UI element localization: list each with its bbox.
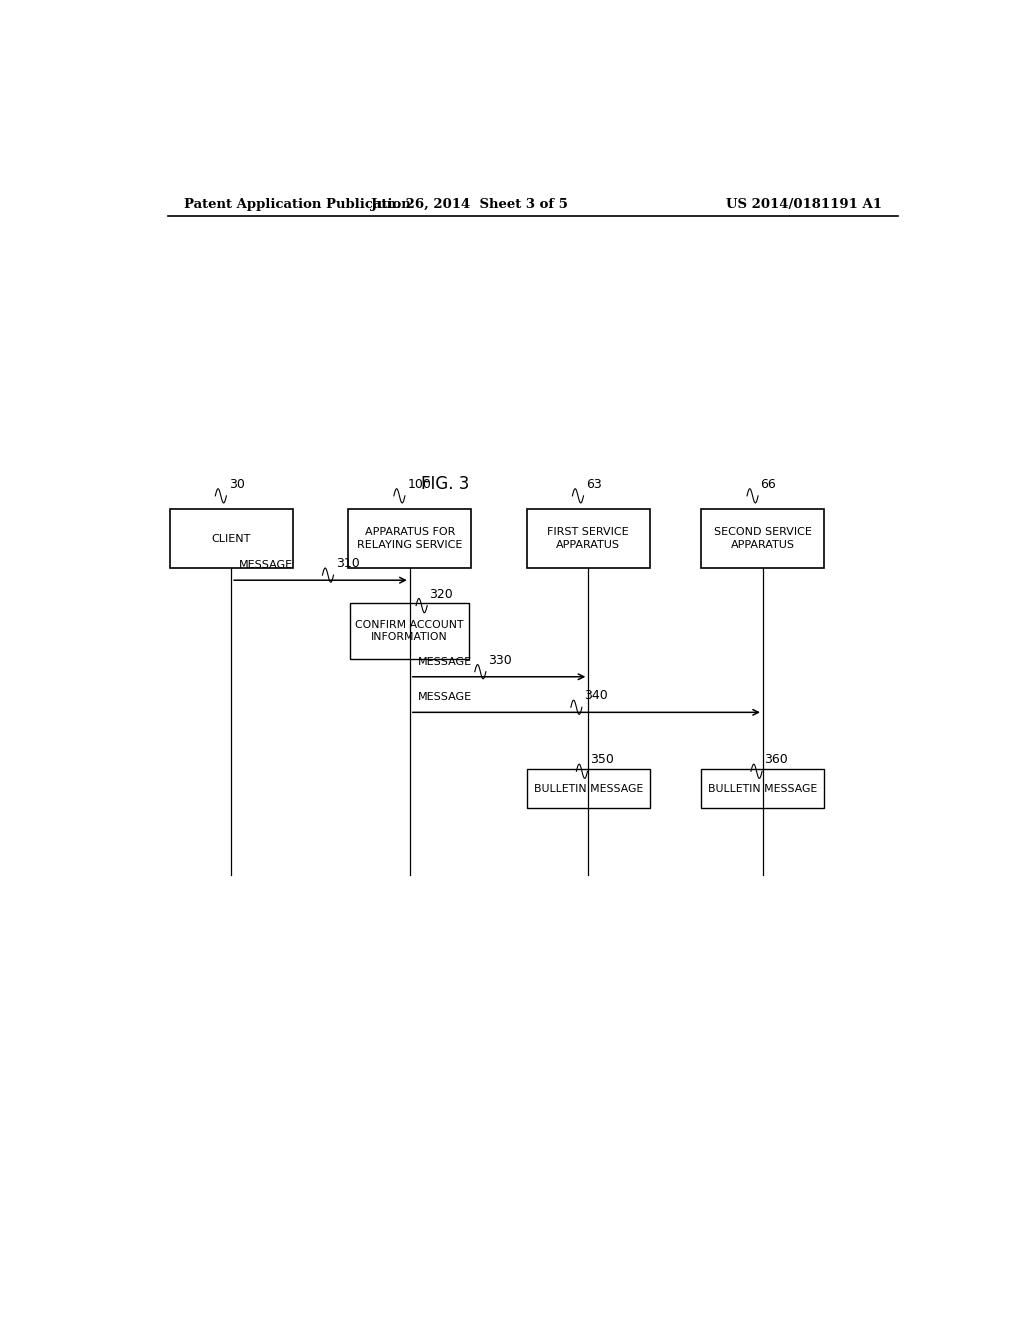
Bar: [526, 510, 650, 568]
Text: 100: 100: [408, 478, 431, 491]
Text: SECOND SERVICE
APPARATUS: SECOND SERVICE APPARATUS: [714, 527, 812, 550]
Text: BULLETIN MESSAGE: BULLETIN MESSAGE: [534, 784, 643, 793]
Text: 30: 30: [228, 478, 245, 491]
Text: 310: 310: [336, 557, 359, 570]
Text: 360: 360: [765, 754, 788, 766]
Text: Patent Application Publication: Patent Application Publication: [183, 198, 411, 211]
Text: APPARATUS FOR
RELAYING SERVICE: APPARATUS FOR RELAYING SERVICE: [357, 527, 463, 550]
Text: Jun. 26, 2014  Sheet 3 of 5: Jun. 26, 2014 Sheet 3 of 5: [371, 198, 567, 211]
Text: 320: 320: [430, 587, 454, 601]
Text: FIG. 3: FIG. 3: [421, 475, 470, 492]
Text: 350: 350: [590, 754, 613, 766]
Text: FIRST SERVICE
APPARATUS: FIRST SERVICE APPARATUS: [548, 527, 629, 550]
Text: BULLETIN MESSAGE: BULLETIN MESSAGE: [709, 784, 817, 793]
Text: MESSAGE: MESSAGE: [240, 560, 293, 570]
Bar: [526, 770, 650, 808]
Bar: [348, 510, 471, 568]
Text: 330: 330: [488, 653, 512, 667]
Text: US 2014/0181191 A1: US 2014/0181191 A1: [726, 198, 882, 211]
Text: 340: 340: [585, 689, 608, 702]
Bar: [701, 510, 824, 568]
Bar: [170, 510, 293, 568]
Text: 63: 63: [586, 478, 602, 491]
Text: CLIENT: CLIENT: [212, 533, 251, 544]
Text: MESSAGE: MESSAGE: [418, 656, 472, 667]
Text: 66: 66: [761, 478, 776, 491]
Text: MESSAGE: MESSAGE: [418, 692, 472, 702]
Bar: [701, 770, 824, 808]
Text: CONFIRM ACCOUNT
INFORMATION: CONFIRM ACCOUNT INFORMATION: [355, 619, 464, 643]
Bar: [350, 603, 469, 659]
